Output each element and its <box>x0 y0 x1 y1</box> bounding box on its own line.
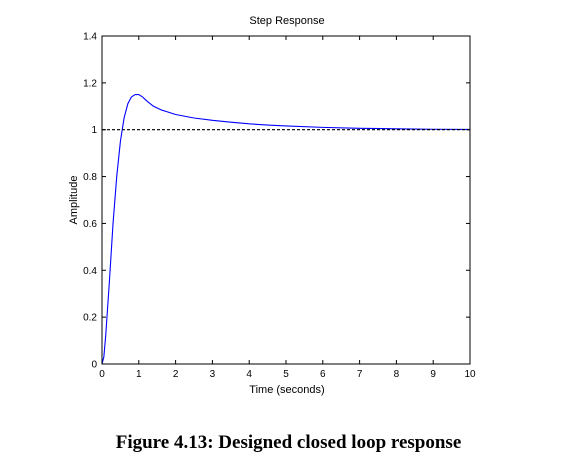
x-tick-label: 10 <box>464 369 476 380</box>
x-tick-label: 5 <box>283 369 289 380</box>
step-response-line <box>101 94 471 365</box>
y-tick-label: 0.2 <box>83 313 97 324</box>
figure-caption: Figure 4.13: Designed closed loop respon… <box>115 432 462 453</box>
axis-ticks: 0 1 2 3 4 5 6 7 8 9 10 0 0.2 0.4 0.6 0.8 1 1.2 1.4 <box>83 32 476 381</box>
y-tick-label: 0.8 <box>83 172 97 183</box>
y-tick-label: 0 <box>91 360 97 371</box>
x-axis-label: Time (seconds) <box>249 384 324 396</box>
x-tick-label: 4 <box>246 369 252 380</box>
x-tick-label: 3 <box>210 369 216 380</box>
x-tick-label: 1 <box>136 369 142 380</box>
chart-title: Step Response <box>249 15 324 27</box>
y-tick-label: 1.4 <box>83 32 97 43</box>
y-tick-label: 0.4 <box>83 266 97 277</box>
y-tick-label: 0.6 <box>83 219 97 230</box>
x-tick-label: 8 <box>394 369 400 380</box>
y-tick-label: 1.2 <box>83 78 97 89</box>
x-tick-label: 6 <box>320 369 326 380</box>
x-tick-label: 2 <box>173 369 179 380</box>
y-tick-label: 1 <box>91 125 97 136</box>
plot-lines <box>101 94 471 365</box>
x-tick-label: 9 <box>430 369 436 380</box>
plot-area-frame <box>101 35 471 365</box>
y-axis-label: Amplitude <box>68 176 80 225</box>
x-tick-label: 0 <box>99 369 105 380</box>
x-tick-label: 7 <box>357 369 363 380</box>
